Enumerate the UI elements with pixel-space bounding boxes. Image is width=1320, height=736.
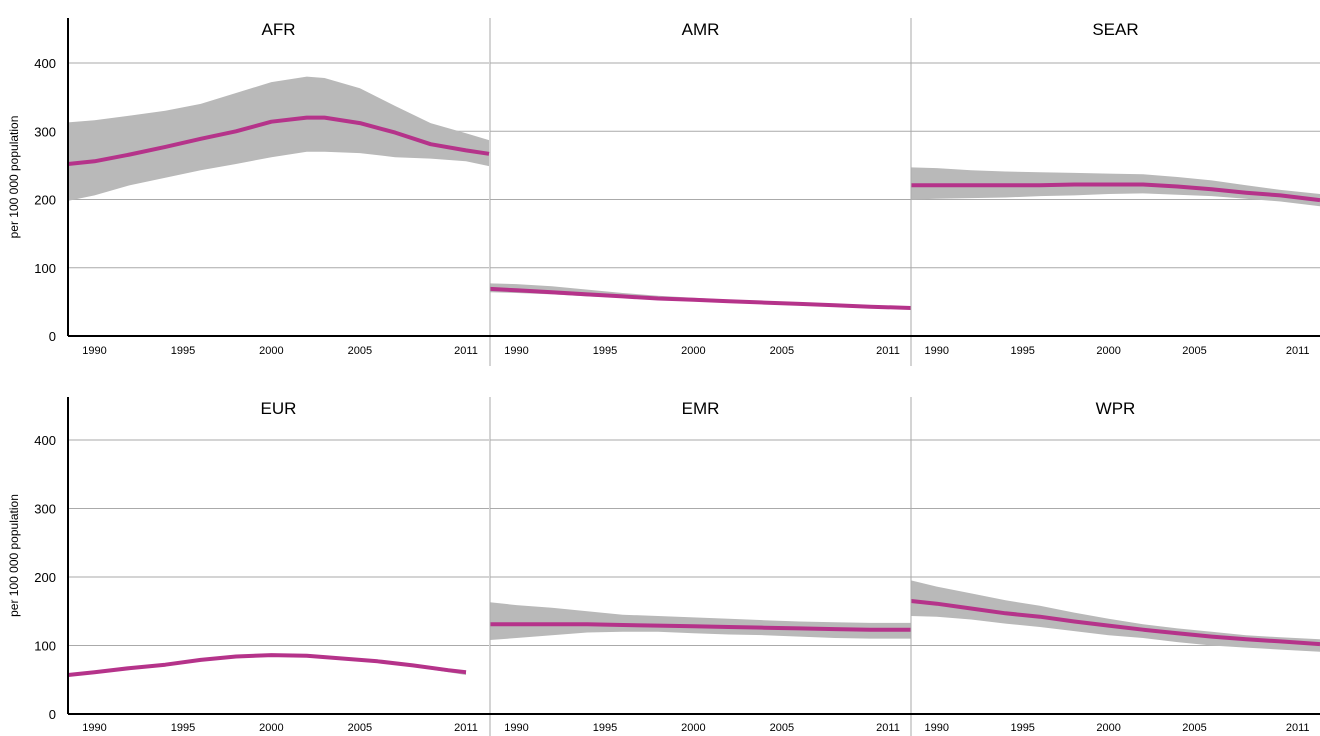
x-tick-label-wpr-2005: 2005 xyxy=(1182,722,1206,734)
x-tick-label-wpr-2011: 2011 xyxy=(1286,722,1310,734)
x-tick-label-afr-2011: 2011 xyxy=(454,345,478,357)
y-axis-label-row-1: per 100 000 population xyxy=(7,116,21,239)
panel-title-wpr: WPR xyxy=(1096,399,1136,418)
y-tick-label-row-1-400: 400 xyxy=(34,56,56,71)
x-tick-label-wpr-1990: 1990 xyxy=(925,722,949,734)
x-tick-label-emr-2011: 2011 xyxy=(876,722,900,734)
x-tick-label-eur-1995: 1995 xyxy=(171,722,195,734)
estimate-line-afr xyxy=(67,115,490,166)
panel-title-eur: EUR xyxy=(261,399,297,418)
estimate-line-sear xyxy=(911,182,1320,203)
y-tick-label-row-1-200: 200 xyxy=(34,193,56,208)
x-tick-label-eur-1990: 1990 xyxy=(82,722,106,734)
estimate-line-wpr xyxy=(910,599,1320,647)
x-tick-label-eur-2005: 2005 xyxy=(348,722,372,734)
x-tick-label-sear-1995: 1995 xyxy=(1010,345,1034,357)
y-tick-label-row-2-300: 300 xyxy=(34,502,56,517)
x-tick-label-eur-2011: 2011 xyxy=(454,722,478,734)
uncertainty-band-wpr xyxy=(911,580,1320,652)
x-tick-label-sear-1990: 1990 xyxy=(925,345,949,357)
x-tick-label-wpr-2000: 2000 xyxy=(1096,722,1120,734)
y-tick-label-row-1-300: 300 xyxy=(34,124,56,139)
x-tick-label-wpr-1995: 1995 xyxy=(1010,722,1034,734)
uncertainty-band-emr xyxy=(490,602,911,640)
x-tick-label-sear-2000: 2000 xyxy=(1096,345,1120,357)
x-tick-label-amr-1995: 1995 xyxy=(593,345,617,357)
uncertainty-band-sear xyxy=(911,167,1320,207)
x-tick-label-afr-1995: 1995 xyxy=(171,345,195,357)
x-tick-label-emr-2005: 2005 xyxy=(770,722,794,734)
x-tick-label-amr-2000: 2000 xyxy=(681,345,705,357)
x-tick-label-amr-2011: 2011 xyxy=(876,345,900,357)
x-tick-label-emr-1995: 1995 xyxy=(593,722,617,734)
panel-title-emr: EMR xyxy=(682,399,720,418)
x-tick-label-amr-2005: 2005 xyxy=(770,345,794,357)
y-tick-label-row-2-0: 0 xyxy=(49,707,56,722)
estimate-line-eur xyxy=(67,653,467,677)
x-tick-label-amr-1990: 1990 xyxy=(504,345,528,357)
y-tick-label-row-1-0: 0 xyxy=(49,329,56,344)
y-axis-label-row-2: per 100 000 population xyxy=(7,494,21,617)
panel-title-sear: SEAR xyxy=(1092,20,1138,39)
x-tick-label-sear-2005: 2005 xyxy=(1182,345,1206,357)
x-tick-label-sear-2011: 2011 xyxy=(1286,345,1310,357)
y-tick-label-row-1-100: 100 xyxy=(34,261,56,276)
y-tick-label-row-2-100: 100 xyxy=(34,639,56,654)
y-tick-label-row-2-400: 400 xyxy=(34,433,56,448)
estimate-line-amr xyxy=(489,286,912,310)
y-tick-label-row-2-200: 200 xyxy=(34,570,56,585)
x-tick-label-eur-2000: 2000 xyxy=(259,722,283,734)
x-tick-label-afr-2005: 2005 xyxy=(348,345,372,357)
panel-title-afr: AFR xyxy=(262,20,296,39)
estimate-line-emr xyxy=(490,622,911,632)
x-tick-label-emr-1990: 1990 xyxy=(504,722,528,734)
uncertainty-band-afr xyxy=(68,76,489,201)
x-tick-label-afr-2000: 2000 xyxy=(259,345,283,357)
x-tick-label-afr-1990: 1990 xyxy=(82,345,106,357)
panel-title-amr: AMR xyxy=(682,20,720,39)
x-tick-label-emr-2000: 2000 xyxy=(681,722,705,734)
